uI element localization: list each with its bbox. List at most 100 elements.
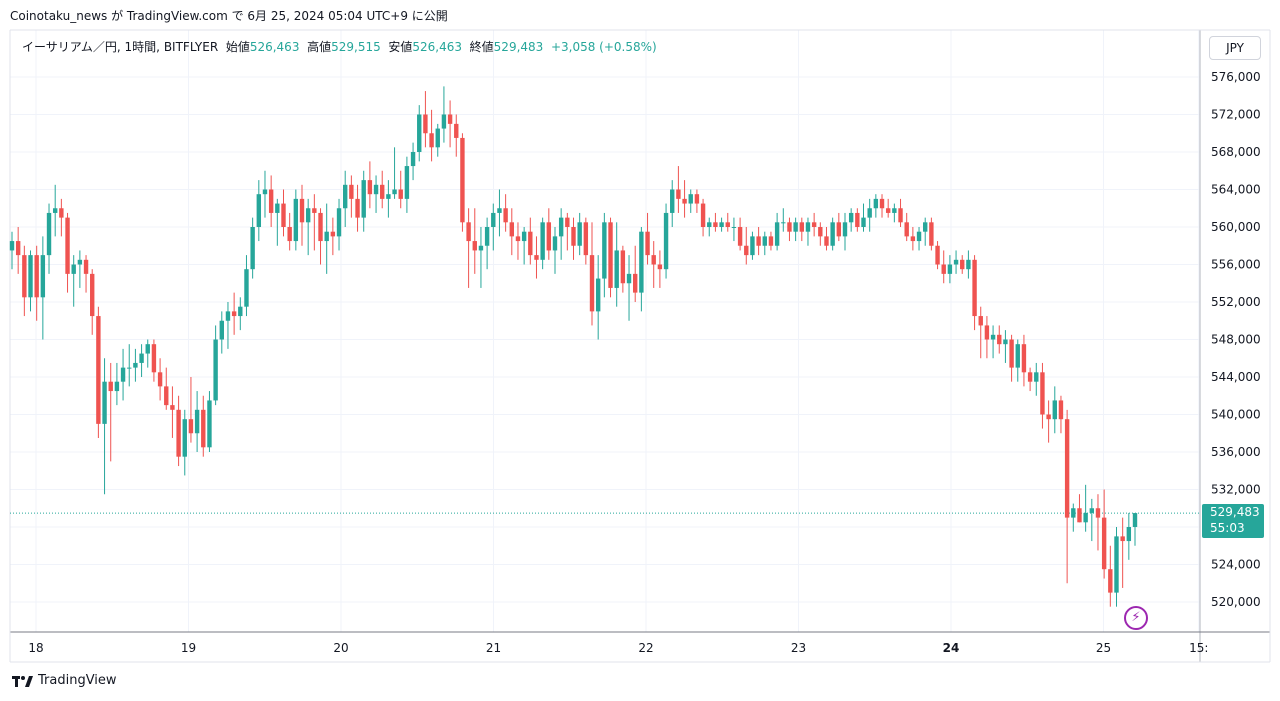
candle-body (108, 381, 113, 392)
candle (497, 189, 502, 237)
candle (299, 184, 305, 246)
high-label: 高値 (307, 40, 332, 54)
candle (1015, 339, 1020, 382)
time-axis[interactable]: 18 19 20 21 22 23 24 25 15: (28, 641, 1208, 655)
candle-body (1101, 517, 1107, 570)
candle-body (787, 222, 792, 232)
candle (52, 184, 58, 237)
candle (176, 395, 181, 467)
candle-body (904, 222, 909, 237)
tradingview-logo[interactable]: TradingView (12, 673, 117, 688)
candle (799, 217, 805, 242)
candle (28, 250, 33, 312)
candle (929, 217, 934, 251)
candle (885, 198, 891, 218)
candle (528, 217, 533, 265)
candle (947, 255, 953, 284)
candle-body (201, 409, 206, 448)
candle-body (466, 222, 471, 242)
candle-body (1095, 508, 1101, 518)
candle (750, 231, 755, 260)
candle-body (552, 236, 558, 251)
candle (201, 395, 206, 457)
candle-body (793, 222, 798, 232)
candle-body (225, 311, 231, 321)
y-tick-label: 564,000 (1211, 183, 1261, 197)
candle-body (546, 222, 552, 251)
candle-body (620, 250, 626, 284)
currency-button[interactable]: JPY (1209, 36, 1261, 60)
candle-body (1071, 508, 1076, 518)
candle-body (670, 189, 675, 213)
candle-body (392, 189, 397, 195)
candle (213, 325, 218, 406)
candle-body (762, 236, 767, 246)
candle-body (861, 217, 866, 227)
candle (768, 231, 774, 251)
candle-body (1046, 414, 1051, 420)
candle (355, 184, 360, 232)
candle (244, 255, 249, 317)
candle-body (176, 409, 181, 457)
candle (380, 170, 385, 209)
candle (83, 255, 89, 293)
candle-body (59, 208, 64, 218)
candle-body (756, 236, 761, 246)
candle (157, 358, 163, 401)
candle (342, 170, 348, 227)
candle (454, 114, 459, 157)
candle-body (941, 264, 946, 274)
candle (583, 217, 589, 265)
candle (1114, 527, 1119, 607)
candle (324, 203, 329, 274)
candle-body (256, 194, 262, 227)
candle (231, 292, 237, 335)
candle (725, 212, 730, 232)
candle (707, 217, 712, 237)
candle-body (676, 189, 681, 199)
candle-body (935, 245, 940, 265)
candle-body (472, 241, 477, 251)
candle-body (188, 419, 194, 434)
low-label: 安値 (388, 40, 413, 54)
candle-body (768, 236, 774, 246)
candle-body (744, 245, 749, 256)
candle-body (484, 227, 490, 246)
candle (1058, 395, 1064, 434)
candle-body (990, 334, 996, 340)
candle-body (238, 306, 243, 317)
high-value: 529,515 (331, 40, 381, 54)
candle-body (127, 367, 132, 369)
candle (972, 255, 977, 331)
candle (318, 208, 323, 265)
candle-body (404, 166, 410, 199)
candle-body (719, 222, 724, 227)
candle (836, 212, 842, 242)
candle-body (244, 269, 249, 307)
candle (824, 227, 829, 251)
candle (466, 208, 471, 288)
lightning-icon[interactable]: ⚡ (1124, 606, 1148, 630)
candle-body (830, 222, 835, 246)
candle (1034, 362, 1039, 396)
candle-body (349, 184, 354, 199)
candle (312, 194, 317, 251)
y-tick-label: 532,000 (1211, 483, 1261, 497)
candle-body (380, 184, 385, 199)
candle-body (707, 222, 712, 227)
candle (595, 255, 601, 340)
candle (626, 255, 632, 321)
symbol-info[interactable]: イーサリアム／円, 1時間, BITFLYER (22, 40, 219, 54)
tv-logo-icon (12, 675, 33, 687)
candle-body (71, 264, 76, 274)
candle-body (102, 381, 107, 424)
candle-body (157, 372, 163, 387)
candle-body (725, 222, 730, 227)
y-tick-label: 576,000 (1211, 70, 1261, 84)
candle (805, 217, 811, 246)
candle (491, 203, 496, 251)
candle-body (454, 123, 459, 138)
candle (793, 217, 798, 242)
candle (1077, 494, 1082, 523)
